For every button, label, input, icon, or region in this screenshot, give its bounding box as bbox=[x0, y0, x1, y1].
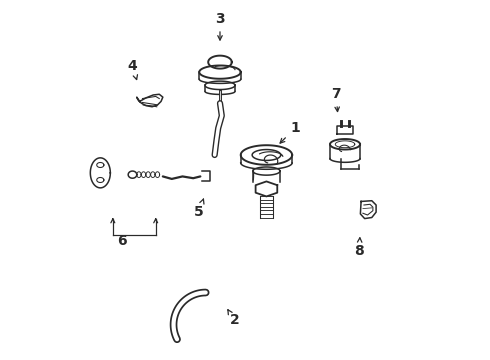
Text: 7: 7 bbox=[331, 87, 341, 112]
Text: 8: 8 bbox=[354, 238, 364, 258]
Text: 6: 6 bbox=[117, 234, 126, 248]
Text: 4: 4 bbox=[127, 59, 138, 80]
Text: 2: 2 bbox=[228, 310, 239, 327]
Text: 1: 1 bbox=[280, 121, 300, 143]
Text: 5: 5 bbox=[194, 199, 204, 219]
Text: 3: 3 bbox=[215, 12, 225, 40]
